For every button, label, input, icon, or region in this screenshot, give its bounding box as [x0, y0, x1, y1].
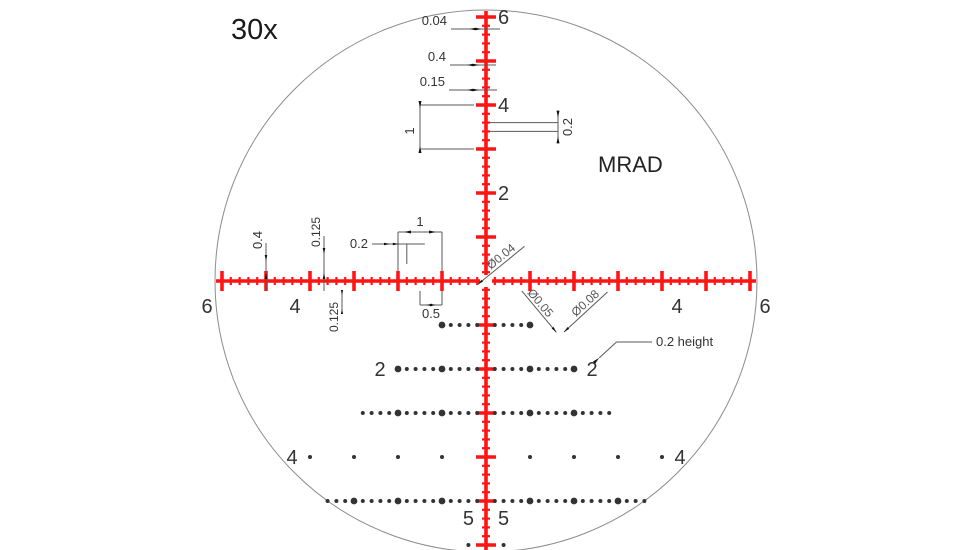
svg-text:Ø0.08: Ø0.08	[568, 287, 602, 320]
svg-text:Ø0.05: Ø0.05	[525, 286, 557, 320]
svg-text:1: 1	[402, 127, 417, 134]
svg-text:0.2: 0.2	[350, 236, 368, 251]
svg-text:5: 5	[463, 508, 474, 530]
svg-text:4: 4	[671, 296, 682, 318]
svg-text:5: 5	[498, 508, 509, 530]
svg-text:0.4: 0.4	[428, 49, 446, 64]
svg-text:0.15: 0.15	[420, 74, 445, 89]
svg-text:4: 4	[289, 296, 300, 318]
svg-text:4: 4	[286, 447, 297, 469]
svg-text:0.125: 0.125	[309, 217, 323, 247]
svg-text:0.2: 0.2	[560, 118, 575, 136]
svg-text:6: 6	[759, 296, 770, 318]
svg-text:0.5: 0.5	[422, 306, 440, 321]
svg-text:0.4: 0.4	[250, 231, 265, 249]
svg-text:0.04: 0.04	[422, 13, 447, 28]
svg-text:4: 4	[674, 447, 685, 469]
svg-text:2: 2	[374, 359, 385, 381]
svg-text:1: 1	[416, 214, 423, 229]
svg-text:6: 6	[498, 7, 509, 29]
svg-text:0.2 height: 0.2 height	[656, 334, 713, 349]
svg-text:6: 6	[201, 296, 212, 318]
svg-text:4: 4	[498, 95, 509, 117]
svg-text:0.125: 0.125	[327, 302, 341, 332]
svg-text:2: 2	[498, 183, 509, 205]
